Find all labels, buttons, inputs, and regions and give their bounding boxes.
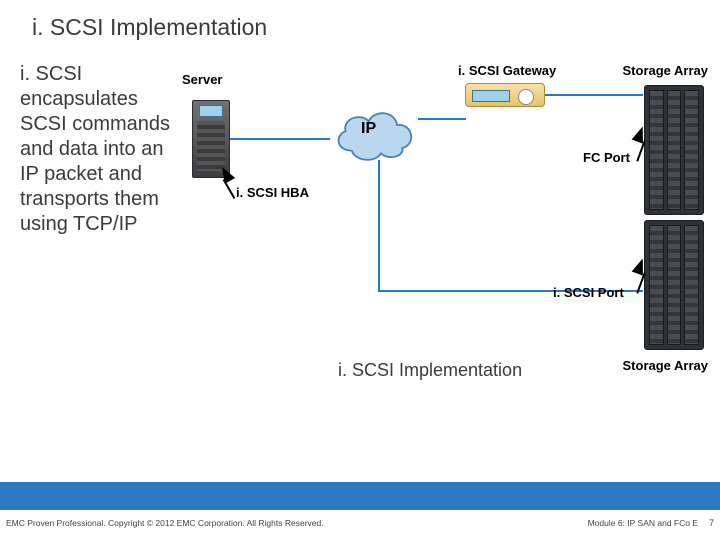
iscsi-hba-label: i. SCSI HBA xyxy=(236,185,309,200)
link-cloud-down xyxy=(378,160,380,290)
link-cloud-gateway xyxy=(418,118,466,120)
link-server-cloud xyxy=(228,138,330,140)
storage-array-2 xyxy=(644,220,704,350)
array-bay xyxy=(684,90,699,210)
array-bay xyxy=(667,90,682,210)
slide-title: i. SCSI Implementation xyxy=(32,14,267,41)
array-bay xyxy=(649,225,664,345)
array-bays xyxy=(649,225,699,345)
array-bay xyxy=(667,225,682,345)
gateway-label: i. SCSI Gateway xyxy=(458,63,556,78)
storage-array-1 xyxy=(644,85,704,215)
gateway-node xyxy=(465,83,545,107)
footer-bar xyxy=(0,482,720,510)
link-gateway-array1 xyxy=(545,94,643,96)
array-bay xyxy=(649,90,664,210)
diagram-canvas: IP Server i. SCSI Gateway Storage Array … xyxy=(178,60,708,410)
arrow-hba-stem xyxy=(223,179,236,199)
ip-cloud-label: IP xyxy=(361,120,376,138)
server-label: Server xyxy=(182,72,222,87)
iscsi-port-label: i. SCSI Port xyxy=(553,285,624,300)
array-bay xyxy=(684,225,699,345)
diagram-caption: i. SCSI Implementation xyxy=(338,360,522,381)
footer-copyright: EMC Proven Professional. Copyright © 201… xyxy=(6,518,324,528)
slide-description: i. SCSI encapsulates SCSI commands and d… xyxy=(20,62,175,237)
storage-array-2-label: Storage Array xyxy=(623,358,709,373)
page-number: 7 xyxy=(709,518,714,528)
fc-port-label: FC Port xyxy=(583,150,630,165)
array-bays xyxy=(649,90,699,210)
footer-module: Module 6: IP SAN and FCo E xyxy=(588,518,698,528)
storage-array-1-label: Storage Array xyxy=(623,63,709,78)
